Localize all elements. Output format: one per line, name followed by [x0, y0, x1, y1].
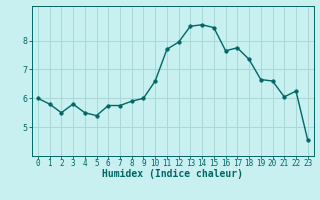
X-axis label: Humidex (Indice chaleur): Humidex (Indice chaleur): [102, 169, 243, 179]
